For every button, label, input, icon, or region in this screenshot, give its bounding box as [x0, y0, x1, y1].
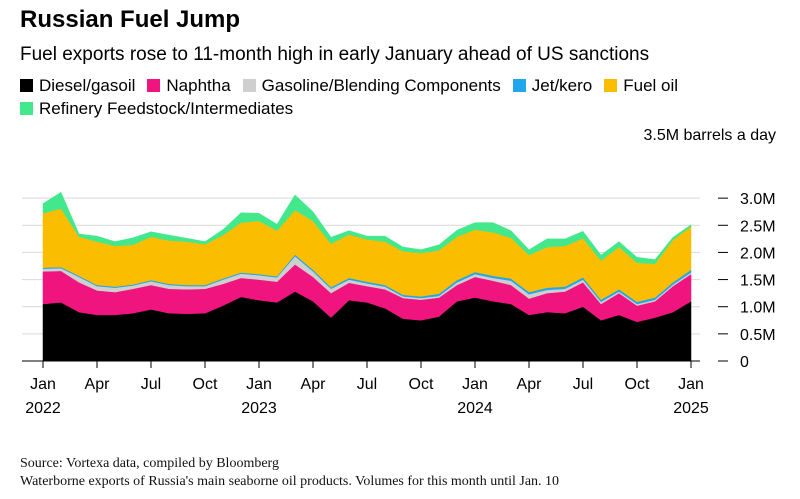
x-tick-label-6: Jul — [357, 376, 377, 393]
legend-swatch-gasoline — [242, 79, 256, 92]
area-layers — [42, 191, 692, 362]
y-tick-label-5: 2.5M — [740, 218, 776, 235]
legend-label-jet: Jet/kero — [531, 76, 593, 95]
legend-label-diesel: Diesel/gasoil — [39, 76, 136, 95]
x-year-label-4: 2023 — [241, 400, 277, 417]
legend-swatch-feedstock — [20, 102, 33, 115]
x-tick-label-11: Oct — [625, 376, 650, 393]
x-year-label-12: 2025 — [673, 400, 709, 417]
x-year-label-0: 2022 — [25, 400, 61, 417]
x-tick-label-3: Oct — [193, 376, 218, 393]
x-axis: Jan 2022 Apr Jul Oct Jan 2023 Apr Jul Oct Jan 2024 A… — [25, 361, 709, 417]
legend-item-diesel: Diesel/gasoil — [20, 74, 135, 97]
legend-swatch-diesel — [20, 79, 33, 92]
legend-swatch-jet — [512, 79, 526, 92]
y-tick-label-3: 1.5M — [740, 273, 776, 290]
chart-subtitle: Fuel exports rose to 11-month high in ea… — [20, 44, 650, 65]
y-tick-label-2: 1.0M — [740, 300, 776, 317]
legend-swatch-fuel_oil — [604, 79, 618, 92]
x-tick-label-2: Jul — [141, 376, 161, 393]
legend-item-fuel_oil: Fuel oil — [604, 74, 678, 97]
y-tick-label-0: 0 — [740, 354, 749, 371]
y-tick-label-6: 3.0M — [740, 191, 776, 208]
legend-item-feedstock: Refinery Feedstock/Intermediates — [20, 97, 293, 120]
x-tick-label-1: Apr — [85, 376, 111, 393]
legend-item-gasoline: Gasoline/Blending Components — [242, 74, 501, 97]
legend-item-naphtha: Naphtha — [147, 74, 231, 97]
legend-item-jet: Jet/kero — [512, 74, 593, 97]
chart-title: Russian Fuel Jump — [20, 6, 241, 33]
legend: Diesel/gasoil Naphtha Gasoline/Blending Co… — [20, 74, 790, 120]
source-note: Source: Vortexa data, compiled by Bloomb… — [20, 456, 279, 471]
legend-label-fuel_oil: Fuel oil — [623, 76, 679, 95]
legend-swatch-naphtha — [147, 79, 161, 92]
x-tick-label-9: Apr — [517, 376, 543, 393]
x-tick-label-7: Oct — [409, 376, 434, 393]
x-tick-label-12: Jan — [678, 376, 704, 393]
x-tick-label-0: Jan — [30, 376, 56, 393]
x-tick-label-8: Jan — [462, 376, 488, 393]
x-year-label-8: 2024 — [457, 400, 493, 417]
x-tick-label-10: Jul — [573, 376, 593, 393]
legend-label-naphtha: Naphtha — [166, 76, 231, 95]
unit-label: 3.5M barrels a day — [643, 127, 776, 144]
y-tick-label-1: 0.5M — [740, 327, 776, 344]
y-axis: 0 0.5M 1.0M 1.5M 2.0M 2.5M 3.0M — [718, 191, 776, 371]
y-tick-label-4: 2.0M — [740, 245, 776, 262]
legend-label-gasoline: Gasoline/Blending Components — [261, 76, 501, 95]
footnote: Waterborne exports of Russia's main seab… — [20, 474, 560, 489]
legend-label-feedstock: Refinery Feedstock/Intermediates — [39, 99, 294, 118]
stacked-area-chart: Jan 2022 Apr Jul Oct Jan 2023 Apr Jul Oct Jan 2024 A… — [22, 191, 776, 417]
x-tick-label-5: Apr — [301, 376, 327, 393]
x-tick-label-4: Jan — [246, 376, 272, 393]
area-feedstock — [42, 191, 692, 265]
